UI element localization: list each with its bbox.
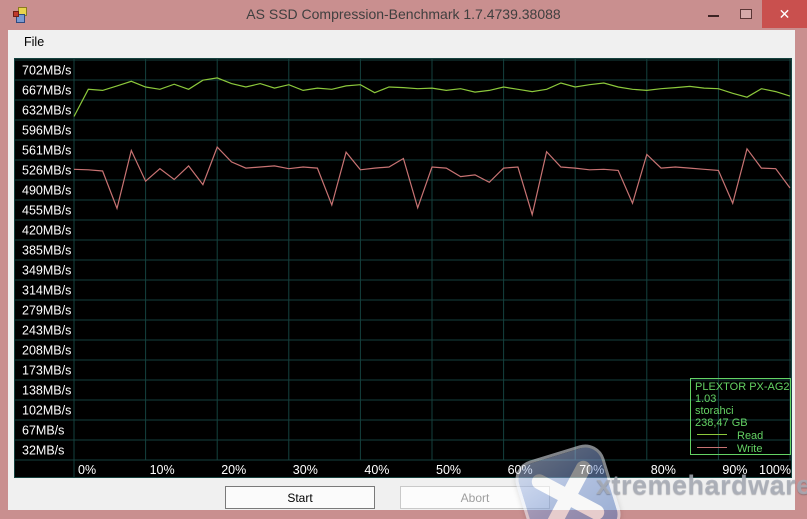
x-axis-label: 10% xyxy=(150,463,175,477)
y-axis-label: 102MB/s xyxy=(22,404,71,418)
y-axis-label: 138MB/s xyxy=(22,384,71,398)
close-button[interactable]: ✕ xyxy=(762,0,807,28)
y-axis-label: 314MB/s xyxy=(22,284,71,298)
x-axis-label: 70% xyxy=(579,463,604,477)
y-axis-label: 490MB/s xyxy=(22,184,71,198)
menubar: File xyxy=(8,30,795,56)
y-axis-label: 455MB/s xyxy=(22,204,71,218)
legend-box: PLEXTOR PX-AG25 1.03 storahci 238,47 GB … xyxy=(690,378,791,455)
x-axis-label: 60% xyxy=(508,463,533,477)
series-line-read xyxy=(73,77,791,117)
y-axis-label: 667MB/s xyxy=(22,84,71,98)
start-button[interactable]: Start xyxy=(225,486,375,509)
x-axis-label: 80% xyxy=(651,463,676,477)
y-axis-label: 349MB/s xyxy=(22,264,71,278)
y-axis-label: 561MB/s xyxy=(22,144,71,158)
legend-device: PLEXTOR PX-AG25 xyxy=(695,381,791,393)
x-axis-label: 50% xyxy=(436,463,461,477)
legend-write-label: Write xyxy=(737,443,763,455)
maximize-button[interactable] xyxy=(730,0,762,28)
y-axis-label: 173MB/s xyxy=(22,364,71,378)
y-axis-label: 596MB/s xyxy=(22,124,71,138)
y-axis-label: 243MB/s xyxy=(22,324,71,338)
chart-panel: 702MB/s 667MB/s 632MB/s 596MB/s 561MB/s 526MB… xyxy=(14,58,792,478)
maximize-icon xyxy=(740,9,752,19)
write-line-sample-icon xyxy=(697,447,727,449)
legend-driver: storahci xyxy=(695,405,734,417)
app-icon[interactable] xyxy=(13,7,29,23)
y-axis-label: 279MB/s xyxy=(22,304,71,318)
client-area: File 702MB/s 667MB/s 632MB/s 596MB/s 561MB/s… xyxy=(8,30,795,510)
x-axis-label: 40% xyxy=(364,463,389,477)
legend-read-label: Read xyxy=(737,430,764,442)
y-axis-label: 385MB/s xyxy=(22,244,71,258)
titlebar: AS SSD Compression-Benchmark 1.7.4739.38… xyxy=(0,0,807,30)
y-axis-label: 420MB/s xyxy=(22,224,71,238)
y-axis-label: 208MB/s xyxy=(22,344,71,358)
x-axis-label: 20% xyxy=(221,463,246,477)
y-axis-label: 67MB/s xyxy=(22,424,64,438)
legend-entry-write: Write xyxy=(695,443,790,455)
menu-file[interactable]: File xyxy=(24,35,45,49)
window-controls: ✕ xyxy=(698,0,807,28)
y-axis-label: 32MB/s xyxy=(22,444,64,458)
y-axis-label: 702MB/s xyxy=(22,64,71,78)
x-axis-label: 0% xyxy=(78,463,96,477)
legend-version: 1.03 xyxy=(695,393,717,405)
x-axis-label: 90% xyxy=(722,463,747,477)
minimize-icon xyxy=(708,15,719,17)
series-line-write xyxy=(73,146,791,217)
y-axis-label: 526MB/s xyxy=(22,164,71,178)
window-title: AS SSD Compression-Benchmark 1.7.4739.38… xyxy=(246,6,561,22)
y-axis-label: 632MB/s xyxy=(22,104,71,118)
legend-entry-read: Read xyxy=(695,430,790,442)
minimize-button[interactable] xyxy=(698,0,730,28)
x-axis-label: 30% xyxy=(293,463,318,477)
benchmark-chart: 702MB/s 667MB/s 632MB/s 596MB/s 561MB/s 526MB… xyxy=(14,58,792,478)
x-axis-label: 100% xyxy=(759,463,791,477)
read-line-sample-icon xyxy=(697,434,727,436)
close-icon: ✕ xyxy=(778,6,791,22)
legend-capacity: 238,47 GB xyxy=(695,417,748,429)
abort-button[interactable]: Abort xyxy=(400,486,550,509)
chart-border xyxy=(14,58,792,478)
app-icon-square-red xyxy=(13,11,19,17)
app-icon-square-blue xyxy=(16,14,25,23)
